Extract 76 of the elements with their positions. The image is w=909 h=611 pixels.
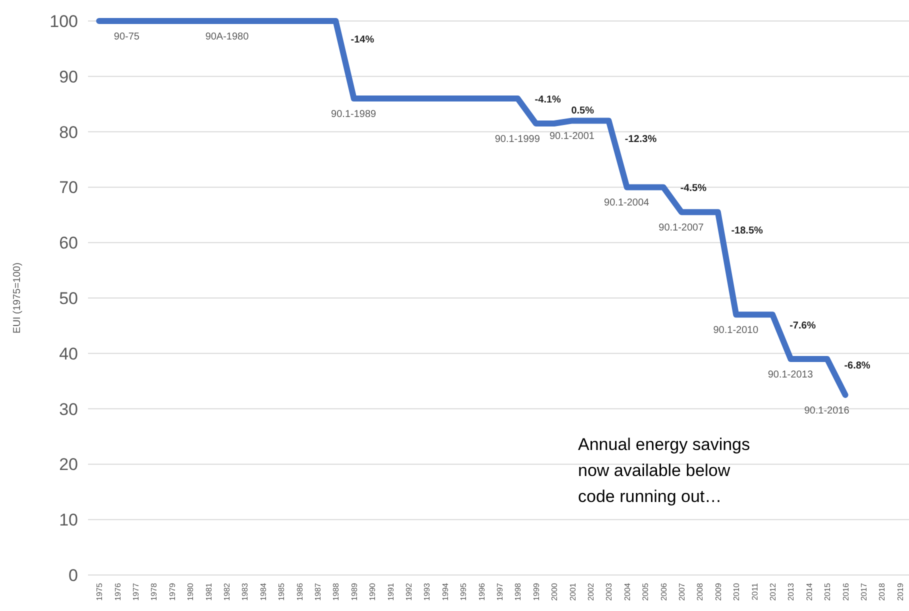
y-tick-label: 100 — [50, 12, 78, 31]
x-tick-label: 1978 — [150, 582, 159, 601]
annotation: -4.5% — [680, 183, 707, 194]
y-axis-title: EUI (1975=100) — [12, 262, 23, 334]
y-tick-label: 60 — [59, 234, 78, 253]
x-tick-label: 2004 — [622, 582, 632, 601]
x-tick-label: 1979 — [168, 582, 177, 601]
x-tick-label: 1977 — [132, 582, 140, 601]
x-tick-label: 1990 — [368, 582, 378, 601]
x-tick-label: 2012 — [768, 582, 778, 601]
x-tick-label: 2014 — [804, 582, 814, 601]
x-tick-label: 1993 — [422, 582, 432, 601]
x-tick-label: 1980 — [186, 582, 196, 601]
y-tick-label: 30 — [59, 400, 78, 419]
x-tick-label: 2015 — [823, 582, 832, 601]
x-tick-label: 1975 — [95, 582, 104, 601]
annotation: 90-75 — [114, 32, 140, 42]
y-tick-label: 50 — [59, 288, 78, 308]
x-tick-label: 2011 — [750, 582, 760, 600]
x-tick-label: 2010 — [732, 582, 742, 601]
x-tick-label: 1989 — [350, 582, 359, 601]
x-tick-label: 1976 — [113, 582, 122, 601]
y-tick-label: 40 — [59, 344, 78, 364]
annotation: 90.1-1999 — [494, 134, 540, 145]
x-tick-label: 2001 — [568, 582, 578, 601]
annotation: -4.1% — [534, 94, 562, 106]
x-tick-label: 1987 — [314, 582, 322, 601]
annotation: 90.1-1989 — [331, 109, 377, 120]
annotation: -12.3% — [624, 134, 657, 146]
y-tick-label: 20 — [59, 455, 78, 474]
y-tick-label: 10 — [59, 510, 78, 530]
x-tick-label: 2009 — [714, 582, 723, 601]
x-tick-label: 2017 — [860, 582, 868, 601]
x-tick-label: 1999 — [532, 582, 541, 601]
annotation: Annual energy savings now available below code running out… — [578, 435, 750, 506]
x-tick-label: 2008 — [696, 582, 705, 601]
y-tick-label: 80 — [59, 122, 78, 142]
x-tick-label: 1981 — [204, 582, 214, 601]
annotation: 90A-1980 — [205, 32, 250, 42]
annotation: 90.1-2001 — [549, 131, 595, 142]
y-tick-label: 0 — [68, 566, 78, 585]
x-tick-label: 1996 — [477, 582, 486, 601]
annotation: 90.1-2007 — [658, 222, 704, 234]
x-tick-label: 1995 — [459, 582, 468, 601]
x-tick-label: 1997 — [496, 582, 504, 601]
x-tick-label: 1984 — [258, 582, 268, 601]
x-tick-label: 2019 — [896, 582, 905, 601]
y-tick-label: 90 — [59, 67, 78, 86]
x-tick-label: 1983 — [240, 582, 250, 601]
y-tick-label: 70 — [59, 178, 78, 198]
x-tick-label: 2003 — [604, 582, 614, 601]
annotation: -18.5% — [731, 226, 764, 237]
x-tick-label: 1994 — [440, 582, 450, 601]
x-tick-label: 2000 — [550, 582, 560, 601]
x-tick-label: 2002 — [586, 582, 596, 601]
x-tick-label: 1998 — [514, 582, 523, 601]
annotation: -14% — [350, 34, 374, 46]
annotation: 0.5% — [571, 106, 594, 117]
x-tick-label: 2013 — [786, 582, 796, 601]
annotation: 90.1-2010 — [713, 325, 759, 336]
x-tick-label: 1992 — [404, 582, 414, 601]
annotation: -6.8% — [844, 360, 870, 372]
x-tick-label: 1982 — [222, 582, 232, 601]
annotation: 90.1-2013 — [768, 369, 814, 380]
x-tick-label: 2005 — [641, 582, 650, 601]
annotation: -7.6% — [790, 320, 816, 332]
x-tick-label: 1991 — [386, 582, 396, 601]
x-tick-label: 1985 — [277, 582, 286, 601]
x-tick-label: 1986 — [295, 582, 304, 601]
x-tick-label: 2018 — [878, 582, 887, 601]
x-tick-label: 2007 — [678, 582, 686, 601]
annotation: 90.1-2016 — [804, 405, 850, 416]
x-tick-label: 2006 — [659, 582, 668, 601]
x-tick-label: 2016 — [841, 582, 850, 601]
annotation: 90.1-2004 — [604, 198, 650, 209]
x-tick-label: 1988 — [332, 582, 341, 601]
